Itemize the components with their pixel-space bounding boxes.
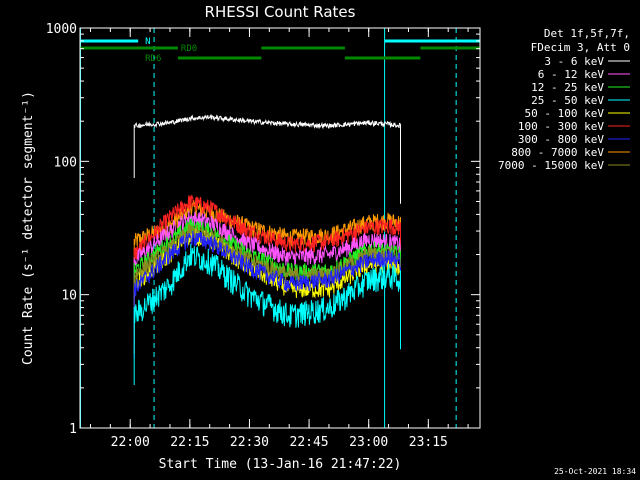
series-line-25-50-kev: [133, 243, 401, 385]
flag-label-rd6: RD6: [145, 54, 161, 64]
legend-entry-label: 25 - 50 keV: [531, 94, 604, 107]
y-tick-label: 10: [61, 289, 77, 304]
y-tick-label: 1000: [46, 22, 77, 37]
x-tick-label: 22:45: [290, 435, 329, 450]
plot-area: N RD0 RD6: [80, 28, 480, 428]
y-axis-label: Count Rate (s⁻¹ detector segment⁻¹): [21, 91, 36, 365]
legend-entry-label: 12 - 25 keV: [531, 81, 604, 94]
x-tick-label: 23:15: [409, 435, 448, 450]
legend-entry-label: 50 - 100 keV: [525, 107, 605, 120]
x-tick-label: 22:15: [170, 435, 209, 450]
series-line-12-25-kev: [133, 218, 401, 341]
plot-frame: [79, 27, 481, 429]
legend-header-line: FDecim 3, Att 0: [531, 41, 630, 54]
plot-clip-group: N RD0 RD6: [80, 28, 480, 428]
legend-entry-label: 6 - 12 keV: [538, 68, 605, 81]
x-tick-label: 22:00: [111, 435, 150, 450]
legend-entry-label: 3 - 6 keV: [544, 55, 604, 68]
timestamp: 25-Oct-2021 18:34: [554, 467, 636, 476]
y-tick-label: 1: [69, 422, 77, 437]
series-line-100-300-kev: [133, 194, 401, 325]
legend-entry-label: 300 - 800 keV: [518, 133, 604, 146]
flag-label-rd0: RD0: [181, 44, 197, 54]
axes: 1 10 100 1000 22:00 22:15 22:30 22:45 23:00 23:15: [46, 22, 480, 450]
x-tick-label: 23:00: [349, 435, 388, 450]
series-line-300-800-kev: [133, 230, 401, 359]
legend-entry-label: 800 - 7000 keV: [511, 146, 604, 159]
legend-header-line: Det 1f,5f,7f,: [544, 27, 630, 40]
flag-label-n: N: [145, 37, 150, 47]
legend-entry-label: 7000 - 15000 keV: [498, 159, 604, 172]
y-tick-label: 100: [54, 155, 77, 170]
series-line-3-6-kev: [133, 113, 401, 204]
legend-entry-label: 100 - 300 keV: [518, 120, 604, 133]
x-tick-label: 22:30: [230, 435, 269, 450]
chart-title: RHESSI Count Rates: [205, 3, 356, 21]
x-axis-label: Start Time (13-Jan-16 21:47:22): [159, 457, 402, 472]
